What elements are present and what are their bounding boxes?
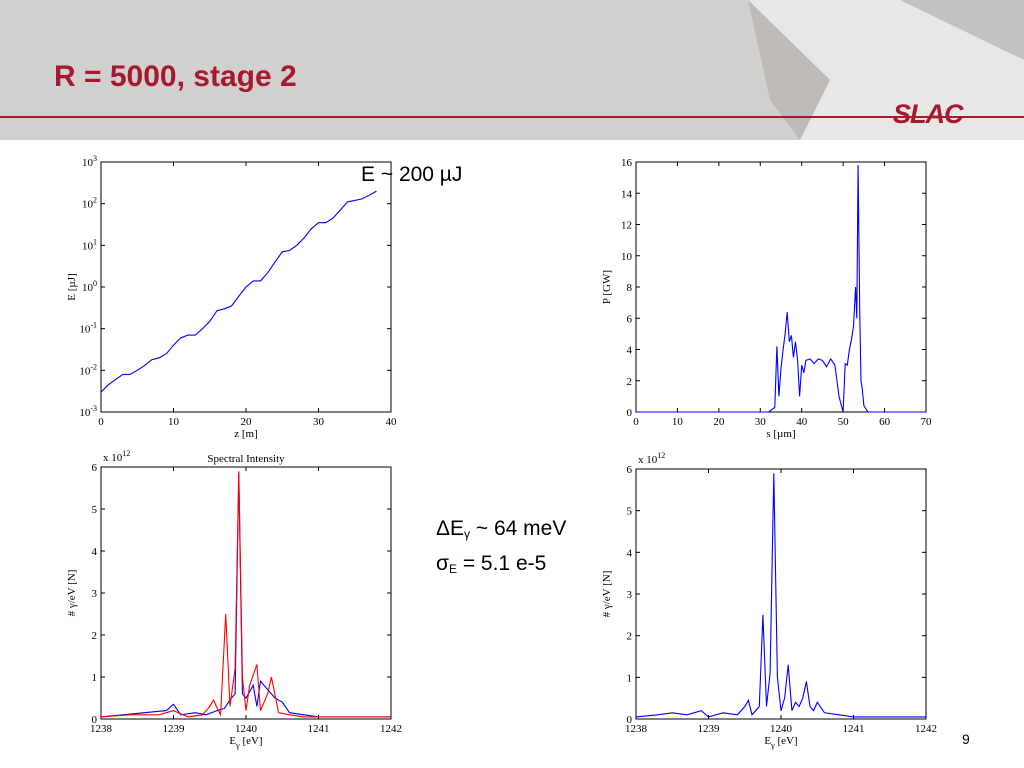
y-tick-label: 14	[621, 188, 633, 200]
y-tick-label: 10-2	[79, 362, 97, 377]
spectral-intensity-chart-right: 1238 1239 1240 1241 1242 0 1 2 3 4 5 6 Eγ [eV] # γ/eV…	[601, 451, 937, 750]
sigma-value: = 5.1 e-5	[456, 552, 547, 575]
energy-vs-z-chart: 0 10 20 30 40 10-3 10-2 10-1 100 101 102 103 z [m] E …	[66, 154, 398, 440]
y-tick-label: 3	[627, 589, 633, 601]
spectral-intensity-chart-left: 1238 1239 1240 1241 1242 0 1 2 3 4 5 6 Eγ [eV] # γ/eV…	[66, 449, 402, 750]
sigma-subscript: E	[448, 562, 457, 576]
page-number: 9	[962, 731, 970, 747]
sigma-line: σE = 5.1 e-5	[436, 549, 566, 584]
header-facet-light	[748, 0, 1024, 140]
x-tick-label: 1241	[308, 723, 330, 735]
x-axis-label: Eγ [eV]	[764, 735, 797, 750]
delta-e-value: ~ 64 meV	[470, 517, 567, 540]
x-tick-label: 1240	[770, 723, 793, 735]
bandwidth-annotation: ΔEγ ~ 64 meV σE = 5.1 e-5	[436, 514, 566, 584]
x-tick-label: 30	[313, 416, 325, 428]
series-line-0	[636, 165, 926, 413]
sigma-symbol: σ	[436, 552, 449, 575]
x-tick-label: 1242	[915, 723, 937, 735]
y-tick-label: 2	[92, 630, 98, 642]
y-multiplier: x 1012	[103, 449, 130, 464]
y-tick-label: 4	[627, 345, 633, 357]
series-line-0	[100, 190, 377, 393]
series-line-1	[100, 471, 391, 718]
y-tick-label: 103	[82, 154, 97, 169]
y-axis-label: E [µJ]	[66, 273, 78, 300]
y-tick-label: 0	[92, 714, 98, 726]
x-axis-label: z [m]	[234, 428, 258, 440]
x-tick-label: 50	[838, 416, 850, 428]
x-axis-label: Eγ [eV]	[229, 735, 262, 750]
y-tick-label: 6	[92, 462, 98, 474]
y-tick-label: 10-3	[79, 404, 97, 419]
x-tick-label: 30	[755, 416, 767, 428]
y-tick-label: 5	[627, 506, 633, 518]
x-tick-label: 0	[98, 416, 104, 428]
plot-frame	[635, 468, 927, 720]
title-rule	[0, 116, 1024, 118]
slide-title: R = 5000, stage 2	[54, 60, 297, 93]
header-facet-corner	[900, 0, 1024, 60]
y-tick-label: 3	[92, 588, 98, 600]
x-tick-label: 10	[672, 416, 684, 428]
delta-e-subscript: γ	[464, 527, 471, 541]
y-tick-label: 1	[92, 672, 98, 684]
x-tick-label: 70	[921, 416, 933, 428]
x-tick-label: 20	[241, 416, 253, 428]
x-tick-label: 1238	[625, 723, 648, 735]
y-tick-label: 6	[627, 313, 633, 325]
y-tick-label: 4	[92, 546, 98, 558]
y-multiplier: x 1012	[638, 451, 665, 466]
y-tick-label: 5	[92, 504, 98, 516]
x-tick-label: 20	[713, 416, 725, 428]
x-tick-label: 40	[386, 416, 398, 428]
x-tick-label: 1242	[380, 723, 402, 735]
y-tick-label: 2	[627, 376, 633, 388]
delta-e-symbol: ΔE	[436, 517, 465, 540]
y-tick-label: 102	[82, 196, 97, 211]
x-axis-label: s [µm]	[766, 428, 795, 440]
x-tick-label: 1240	[235, 723, 258, 735]
y-tick-label: 10-1	[79, 321, 97, 336]
y-tick-label: 0	[627, 714, 633, 726]
x-tick-label: 1241	[843, 723, 865, 735]
y-tick-label: 4	[627, 547, 633, 559]
chart-title: Spectral Intensity	[207, 453, 285, 465]
x-tick-label: 1239	[163, 723, 186, 735]
y-tick-label: 12	[621, 220, 632, 232]
x-tick-label: 40	[796, 416, 808, 428]
x-tick-label: 1239	[698, 723, 721, 735]
y-axis-label: # γ/eV [N]	[66, 570, 78, 617]
series-line-0	[635, 473, 926, 718]
energy-annotation: E ~ 200 µJ	[361, 163, 463, 186]
y-tick-label: 0	[627, 407, 633, 419]
x-tick-label: 60	[879, 416, 891, 428]
y-tick-label: 10	[621, 251, 633, 263]
power-vs-s-chart: 0 10 20 30 40 50 60 70 0 2 4 6 8 10 12 14 16 s [µm] P [GW]	[601, 157, 933, 440]
x-tick-label: 0	[633, 416, 639, 428]
plot-frame	[100, 466, 392, 720]
delta-e-line: ΔEγ ~ 64 meV	[436, 514, 566, 549]
slac-logo: SLAC	[893, 99, 963, 129]
y-axis-label: # γ/eV [N]	[601, 571, 613, 618]
x-tick-label: 10	[168, 416, 180, 428]
y-tick-label: 6	[627, 464, 633, 476]
y-tick-label: 1	[627, 672, 633, 684]
y-tick-label: 8	[627, 282, 633, 294]
y-tick-label: 2	[627, 631, 633, 643]
y-tick-label: 16	[621, 157, 633, 169]
y-tick-label: 100	[82, 279, 97, 294]
y-tick-label: 101	[82, 237, 97, 252]
x-tick-label: 1238	[90, 723, 113, 735]
header-decoration	[748, 0, 1024, 140]
y-axis-label: P [GW]	[601, 270, 613, 304]
header-facet-dark	[748, 0, 830, 140]
